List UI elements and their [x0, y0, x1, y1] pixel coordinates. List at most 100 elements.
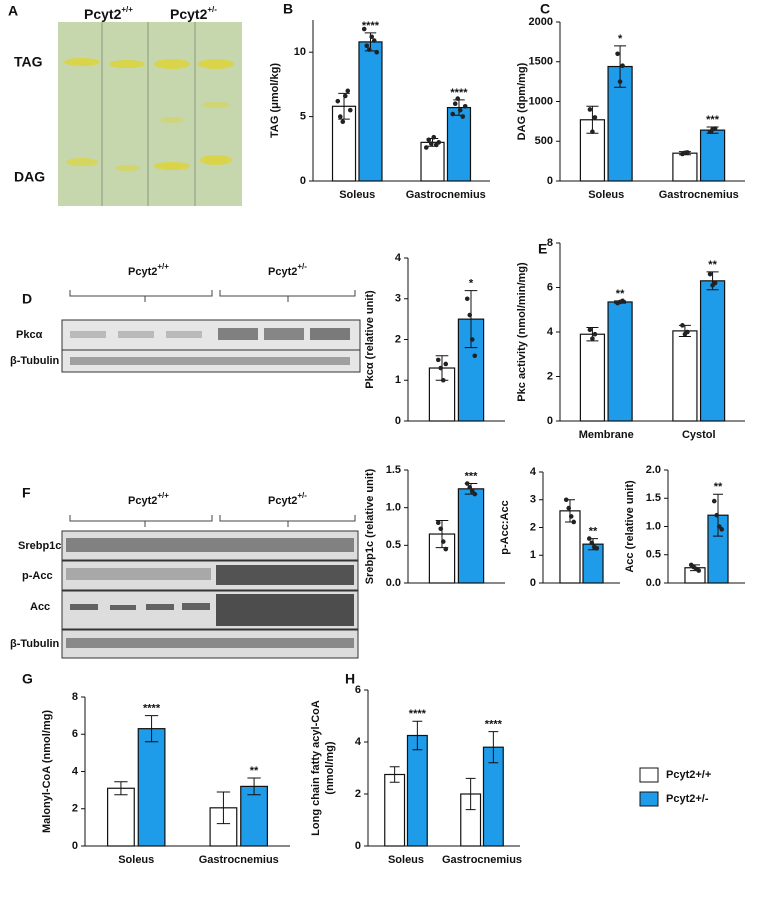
panel-letter: F: [22, 485, 31, 501]
data-point: [440, 539, 446, 544]
genotype-label: Pcyt2+/+: [128, 491, 169, 507]
panel-letter: D: [22, 291, 32, 307]
y-axis-title: Acc (relative unit): [624, 480, 636, 573]
y-tick-label: 2: [355, 788, 361, 800]
data-point: [615, 51, 620, 57]
significance: **: [616, 288, 625, 300]
y-tick-label: 1500: [529, 56, 553, 68]
data-point: [685, 150, 690, 155]
data-point: [435, 357, 441, 363]
y-tick-label: 0: [547, 415, 553, 427]
bar: [699, 280, 726, 422]
error-bar: [465, 777, 476, 811]
data-point: [568, 514, 574, 519]
data-point: [455, 96, 461, 101]
bar: [358, 41, 383, 182]
data-point: [423, 145, 429, 150]
tlc-plate: [58, 22, 242, 206]
y-tick-label: 5: [300, 111, 306, 123]
tlc-row-label: TAG: [14, 54, 43, 70]
data-point: [714, 512, 720, 518]
y-tick-label: 1000: [529, 95, 553, 107]
panel-letter: E: [538, 241, 547, 257]
blot-label: p-Acc: [22, 570, 53, 582]
bar: [107, 787, 135, 847]
data-point: [426, 137, 432, 143]
blot-bands: [66, 538, 354, 648]
x-tick-label: Soleus: [388, 854, 424, 866]
data-point: [337, 114, 343, 119]
significance: **: [589, 526, 598, 538]
x-tick-label: Gastrocnemius: [199, 854, 279, 866]
y-tick-label: 1.5: [646, 492, 661, 504]
data-point: [374, 49, 380, 55]
y-tick-label: 1.5: [386, 464, 401, 476]
y-tick-label: 4: [530, 466, 537, 478]
y-axis-title: TAG (μmol/kg): [269, 63, 281, 138]
legend-swatch: [639, 767, 659, 783]
significance: ***: [706, 114, 720, 126]
significance: ****: [362, 20, 380, 32]
y-tick-label: 2: [72, 803, 78, 815]
error-bar: [412, 720, 423, 751]
tlc-lanes: [101, 22, 196, 206]
x-tick-label: Gastrocnemius: [659, 189, 739, 201]
significance: **: [714, 481, 723, 493]
data-point: [711, 498, 717, 504]
y-axis-title: p-Acc:Acc: [499, 500, 511, 554]
y-tick-label: 8: [547, 237, 553, 249]
x-tick-label: Soleus: [118, 854, 154, 866]
data-point: [440, 377, 446, 383]
data-point: [457, 107, 463, 113]
bar: [446, 106, 472, 182]
y-tick-label: 6: [547, 281, 553, 293]
x-tick-label: Cystol: [682, 429, 716, 441]
y-tick-label: 1: [395, 374, 401, 386]
y-tick-label: 3: [530, 494, 536, 506]
blot-label: Pkcα: [16, 329, 43, 341]
blot-bands: [70, 328, 350, 365]
data-point: [472, 491, 478, 497]
bar: [406, 734, 428, 847]
genotype-label: Pcyt2+/-: [268, 262, 307, 278]
genotype-label: Pcyt2+/-: [170, 5, 217, 22]
y-tick-label: 1.0: [646, 520, 661, 532]
genotype-label: Pcyt2+/-: [268, 491, 307, 507]
data-point: [472, 353, 478, 359]
y-axis-title: Long chain fatty acyl-CoA: [310, 700, 322, 836]
y-tick-label: 0: [395, 415, 401, 427]
data-point: [335, 98, 341, 104]
data-point: [438, 365, 444, 371]
group-bracket: [69, 515, 356, 527]
y-tick-label: 2000: [529, 16, 553, 28]
y-axis-title: Malonyl-CoA (nmol/mg): [41, 710, 53, 833]
data-point: [369, 34, 375, 40]
y-tick-label: 0.5: [646, 549, 661, 561]
tlc-row-label: DAG: [14, 169, 45, 185]
significance: ****: [485, 719, 503, 731]
y-tick-label: 2.0: [646, 464, 661, 476]
data-point: [566, 505, 572, 511]
y-tick-label: 1: [530, 549, 536, 561]
y-axis-title: DAG (dpm/mg): [516, 62, 528, 140]
y-tick-label: 0.0: [386, 577, 401, 589]
data-point: [364, 43, 370, 49]
data-point: [464, 481, 470, 486]
data-point: [467, 312, 473, 318]
data-point: [586, 536, 592, 541]
y-tick-label: 2: [395, 333, 401, 345]
significance: *: [618, 33, 623, 45]
y-tick-label: 4: [547, 326, 554, 338]
bar: [240, 785, 268, 847]
y-axis-title: Pkc activity (nmol/min/mg): [516, 262, 528, 402]
panel-letter: H: [345, 671, 355, 687]
data-point: [371, 38, 377, 43]
panel-letter: A: [8, 3, 18, 19]
bar: [137, 728, 166, 847]
y-tick-label: 0: [72, 840, 78, 852]
genotype-label: Pcyt2+/+: [84, 5, 133, 22]
data-point: [594, 546, 600, 551]
data-point: [469, 488, 475, 494]
data-point: [469, 337, 475, 342]
x-tick-label: Membrane: [579, 429, 634, 441]
